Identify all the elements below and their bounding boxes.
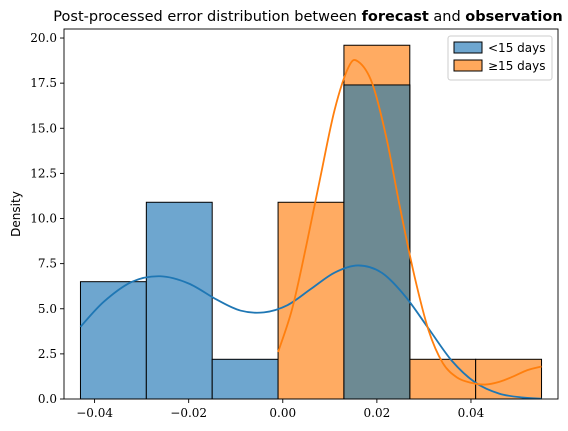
histogram-bars bbox=[79, 44, 543, 400]
bar-series-1-bin-3 bbox=[277, 201, 345, 400]
bar-series-0-bin-1 bbox=[145, 201, 213, 400]
bar-overlap-bin-4 bbox=[343, 84, 411, 400]
bar-series-1-bin-5 bbox=[409, 358, 477, 400]
kde-curves bbox=[79, 58, 542, 400]
y-tick-label: 15.0 bbox=[30, 121, 57, 135]
bar-series-0-bin-0 bbox=[79, 281, 147, 400]
title-bold-forecast: forecast bbox=[362, 9, 429, 25]
chart-title: Post-processed error distribution betwee… bbox=[53, 9, 562, 25]
x-axis-ticks: −0.04 −0.02 0.00 0.02 0.04 bbox=[76, 399, 485, 420]
y-tick-label: 0.0 bbox=[38, 392, 57, 406]
x-tick-label: 0.00 bbox=[269, 406, 296, 420]
y-tick-label: 7.5 bbox=[38, 257, 57, 271]
kde-line-series-1 bbox=[277, 58, 542, 386]
x-tick-label: 0.02 bbox=[364, 406, 391, 420]
title-prefix: Post-processed error distribution betwee… bbox=[53, 9, 361, 25]
legend-swatch-1 bbox=[453, 59, 483, 72]
y-tick-label: 2.5 bbox=[38, 347, 57, 361]
title-bold-observation: observation bbox=[465, 9, 562, 25]
y-tick-label: 5.0 bbox=[38, 302, 57, 316]
y-tick-label: 12.5 bbox=[30, 166, 57, 180]
legend-swatch-0 bbox=[453, 41, 483, 54]
plot-frame bbox=[63, 28, 559, 400]
title-mid: and bbox=[433, 9, 465, 25]
x-tick-label: −0.04 bbox=[76, 406, 113, 420]
kde-line-series-0 bbox=[79, 264, 542, 400]
bar-series-1-bin-6 bbox=[475, 358, 543, 400]
legend-label-0: <15 days bbox=[488, 41, 545, 55]
y-axis-ticks: 0.0 2.5 5.0 7.5 10.0 12.5 15.0 17.5 20.0 bbox=[30, 31, 64, 406]
y-tick-label: 20.0 bbox=[30, 31, 57, 45]
y-tick-label: 10.0 bbox=[30, 212, 57, 226]
bar-series-0-bin-2 bbox=[211, 358, 279, 400]
x-tick-label: −0.02 bbox=[170, 406, 207, 420]
y-axis-label: Density bbox=[9, 191, 23, 237]
legend-label-1: ≥15 days bbox=[488, 59, 545, 73]
y-tick-label: 17.5 bbox=[30, 76, 57, 90]
legend: <15 days ≥15 days bbox=[447, 35, 553, 81]
x-tick-label: 0.04 bbox=[458, 406, 485, 420]
